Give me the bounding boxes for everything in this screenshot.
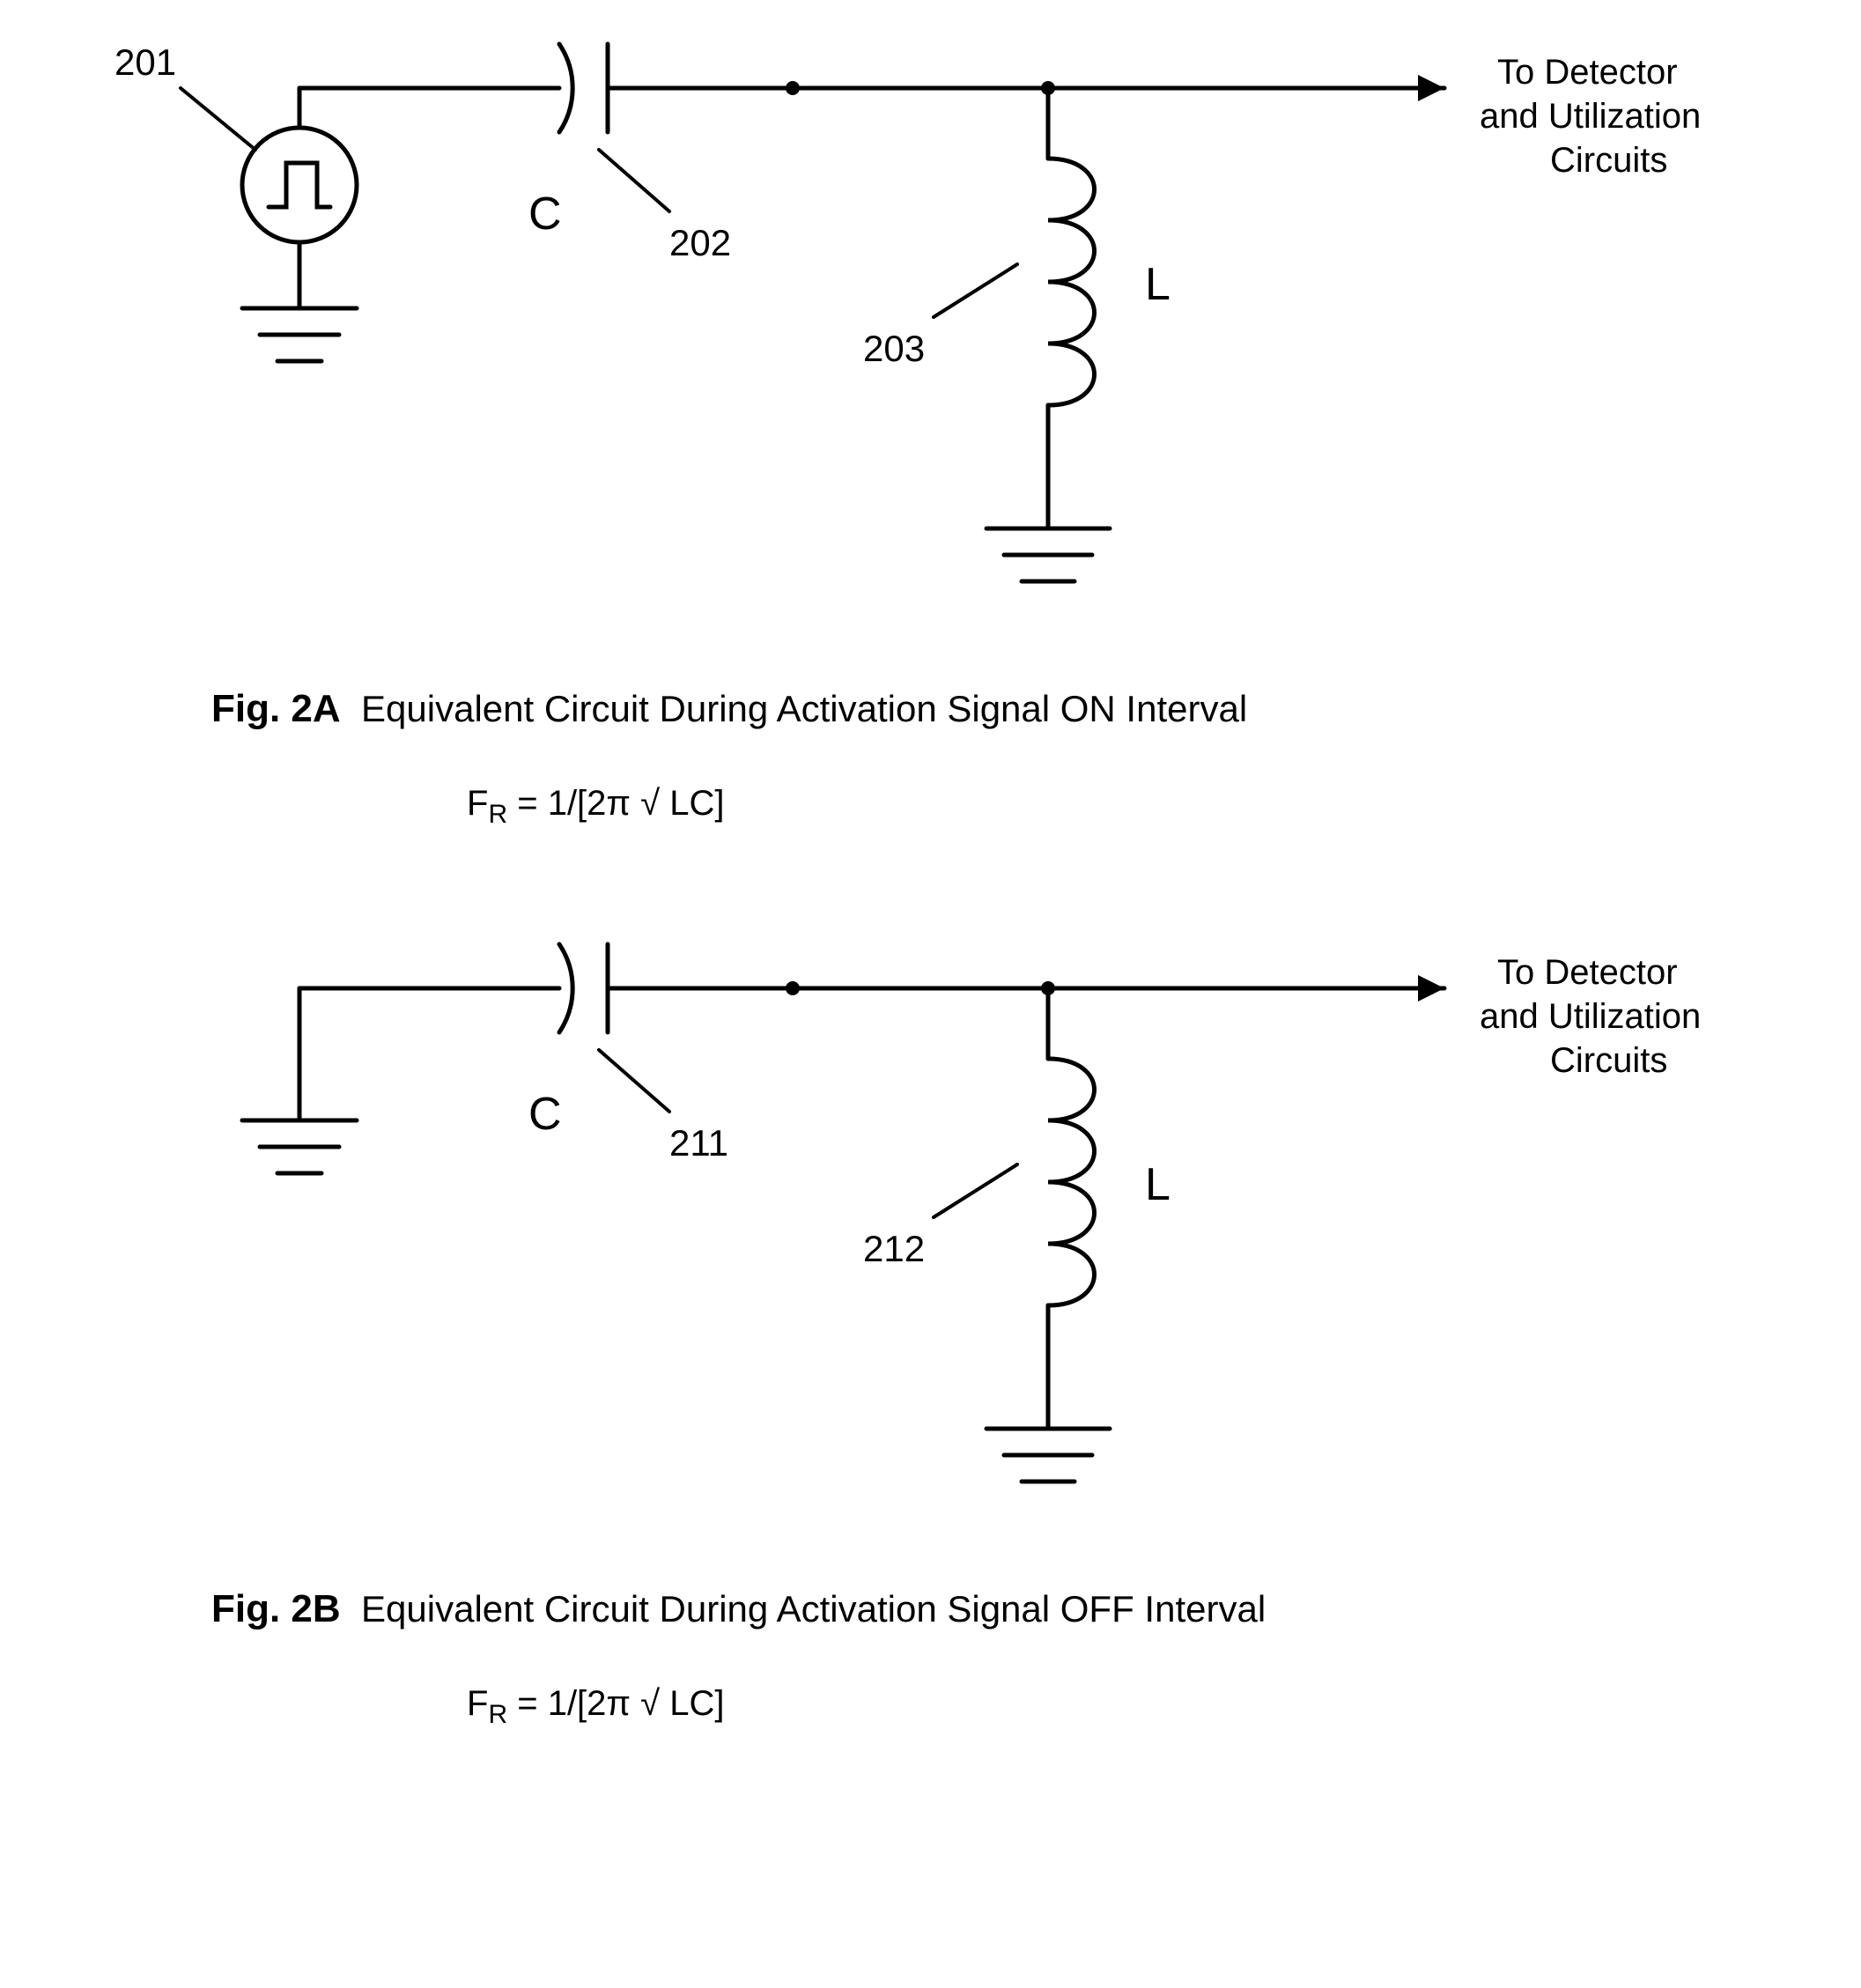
label-c-a: C: [528, 188, 562, 240]
caption-2a: Fig. 2A Equivalent Circuit During Activa…: [211, 687, 1826, 731]
ref-211: 211: [669, 1122, 728, 1164]
label-l-a: L: [1145, 259, 1171, 310]
caption-2b-prefix: Fig. 2B: [211, 1587, 341, 1630]
caption-2b-text: Equivalent Circuit During Activation Sig…: [361, 1588, 1266, 1630]
label-c-b: C: [528, 1089, 562, 1140]
out-text-a3: Circuits: [1550, 141, 1667, 180]
ref-201: 201: [114, 41, 176, 83]
out-text-a2: and Utilization: [1480, 97, 1701, 136]
caption-2b: Fig. 2B Equivalent Circuit During Activa…: [211, 1587, 1826, 1631]
ref-202: 202: [669, 222, 731, 263]
formula-2b: FR = 1/[2π √ LC]: [467, 1684, 1826, 1730]
circuit-svg-2b: C 211 L 212 To Detector and Utilization …: [35, 935, 1826, 1587]
ref-212: 212: [863, 1228, 925, 1269]
out-text-a1: To Detector: [1497, 53, 1678, 92]
label-l-b: L: [1145, 1159, 1171, 1210]
out-text-b2: and Utilization: [1480, 997, 1701, 1036]
out-text-b1: To Detector: [1497, 953, 1678, 992]
caption-2a-text: Equivalent Circuit During Activation Sig…: [361, 688, 1247, 729]
ref-203: 203: [863, 328, 925, 369]
circuit-fig-2b: C 211 L 212 To Detector and Utilization …: [35, 935, 1826, 1587]
formula-2a: FR = 1/[2π √ LC]: [467, 784, 1826, 830]
out-text-b3: Circuits: [1550, 1041, 1667, 1080]
caption-2a-prefix: Fig. 2A: [211, 687, 341, 730]
circuit-svg-2a: 201 C 202 L 203 To Detector and Utilizat…: [35, 35, 1826, 687]
circuit-fig-2a: 201 C 202 L 203 To Detector and Utilizat…: [35, 35, 1826, 687]
